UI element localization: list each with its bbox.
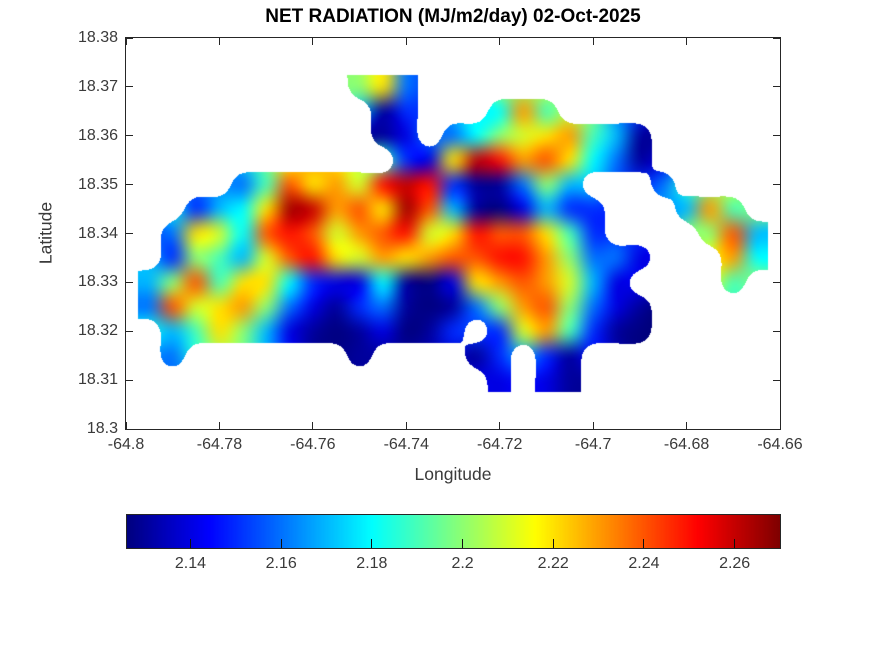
colorbar-tick-label: 2.24: [628, 555, 660, 572]
plot-title: NET RADIATION (MJ/m2/day) 02-Oct-2025: [265, 6, 641, 27]
x-tick-top: [686, 38, 688, 45]
x-tick: [592, 422, 594, 429]
y-tick-label: 18.33: [77, 273, 118, 291]
y-tick-right: [773, 86, 780, 88]
colorbar-tick: [371, 539, 373, 548]
heatmap-canvas: [126, 38, 780, 429]
y-tick-label: 18.34: [77, 224, 118, 242]
x-tick-top: [592, 38, 594, 45]
y-tick-label: 18.32: [77, 322, 118, 340]
colorbar-tick-label: 2.2: [451, 555, 474, 572]
colorbar: [126, 514, 781, 549]
y-tick: [126, 281, 133, 283]
y-axis-label: Latitude: [35, 201, 56, 265]
y-tick-label: 18.31: [77, 371, 118, 389]
y-tick-right: [773, 37, 780, 39]
x-tick: [779, 422, 781, 429]
x-tick-label: -64.7: [574, 436, 612, 453]
y-tick-right: [773, 330, 780, 332]
plot-area: [125, 37, 781, 430]
x-tick-top: [405, 38, 407, 45]
x-tick-label: -64.74: [383, 436, 429, 453]
y-tick: [126, 135, 133, 137]
colorbar-tick-label: 2.14: [174, 555, 207, 572]
y-tick-right: [773, 135, 780, 137]
colorbar-tick: [643, 539, 645, 548]
x-tick: [405, 422, 407, 429]
x-tick-top: [779, 38, 781, 45]
y-tick-right: [773, 379, 780, 381]
y-tick-label: 18.38: [77, 29, 118, 46]
colorbar-tick: [280, 539, 282, 548]
x-tick-label: -64.78: [196, 436, 243, 453]
colorbar-tick-label: 2.16: [265, 555, 297, 572]
y-tick: [126, 379, 133, 381]
y-tick-label: 18.36: [77, 126, 118, 144]
y-tick-label: 18.3: [86, 420, 118, 437]
colorbar-tick: [189, 539, 191, 548]
colorbar-tick: [552, 539, 554, 548]
y-tick-right: [773, 233, 780, 234]
x-axis-label: Longitude: [414, 464, 492, 484]
x-tick-top: [125, 38, 127, 45]
y-tick: [126, 330, 133, 332]
x-tick-label: -64.66: [757, 436, 803, 453]
colorbar-tick-label: 2.22: [537, 555, 569, 572]
x-tick: [312, 422, 314, 429]
colorbar-tick: [462, 539, 464, 548]
y-tick: [126, 37, 133, 39]
x-tick-top: [499, 38, 501, 45]
y-tick-label: 18.35: [77, 175, 118, 193]
y-tick: [126, 86, 133, 88]
colorbar-tick-label: 2.26: [719, 555, 751, 572]
x-tick: [125, 422, 127, 429]
y-tick-label: 18.37: [77, 77, 118, 95]
colorbar-tick: [734, 539, 736, 548]
y-tick-right: [773, 428, 780, 430]
x-tick-top: [312, 38, 314, 45]
y-tick-right: [773, 281, 780, 283]
x-tick: [499, 422, 501, 429]
y-tick: [126, 233, 133, 234]
colorbar-tick-label: 2.18: [356, 555, 388, 572]
colorbar-gradient-canvas: [127, 515, 780, 548]
x-tick-label: -64.72: [477, 436, 523, 453]
y-tick-right: [773, 184, 780, 186]
x-tick-label: -64.8: [107, 436, 145, 453]
x-tick: [218, 422, 220, 429]
y-tick: [126, 428, 133, 430]
y-tick: [126, 184, 133, 186]
x-tick-label: -64.68: [663, 436, 710, 453]
x-tick-top: [218, 38, 220, 45]
x-tick-label: -64.76: [290, 436, 336, 453]
x-tick: [686, 422, 688, 429]
